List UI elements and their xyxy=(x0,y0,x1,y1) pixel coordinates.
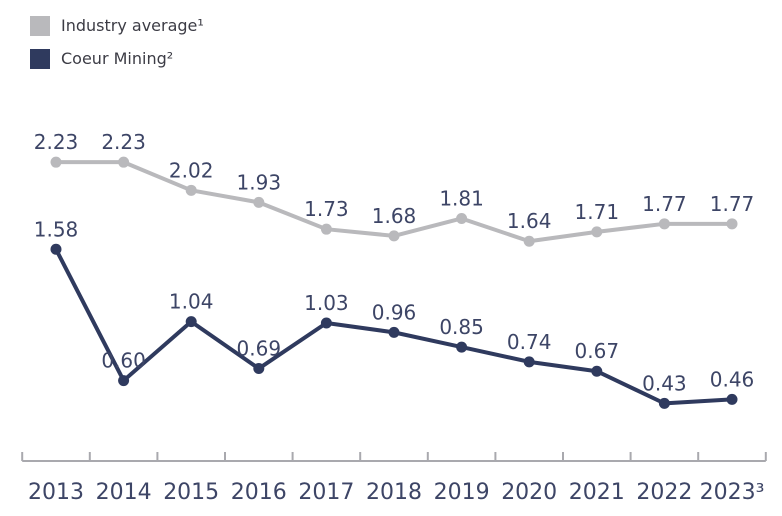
industry-average-value-label: 1.93 xyxy=(237,170,282,194)
coeur-mining-value-label: 0.96 xyxy=(372,300,417,324)
x-axis-label-4: 2017 xyxy=(298,480,354,505)
x-axis-label-5: 2018 xyxy=(366,480,422,505)
coeur-mining-value-label: 0.67 xyxy=(575,339,620,363)
coeur-mining-value-label: 1.03 xyxy=(304,291,349,315)
industry-average-value-label: 1.77 xyxy=(642,192,687,216)
legend: Industry average¹ Coeur Mining² xyxy=(30,16,204,69)
industry-average-legend-label: Industry average¹ xyxy=(61,16,204,35)
coeur-mining-swatch xyxy=(30,49,50,69)
x-axis-label-0: 2013 xyxy=(28,480,84,505)
x-axis-label-2: 2015 xyxy=(163,480,219,505)
industry-average-point xyxy=(388,230,400,242)
industry-average-value-label: 1.77 xyxy=(710,192,755,216)
x-axis-label-1: 2014 xyxy=(96,480,152,505)
coeur-mining-value-label: 0.74 xyxy=(507,330,552,354)
coeur-mining-point xyxy=(50,243,62,255)
coeur-mining-point xyxy=(388,326,400,338)
coeur-mining-point xyxy=(523,356,535,368)
coeur-mining-value-label: 1.04 xyxy=(169,290,214,314)
legend-item-coeur-mining: Coeur Mining² xyxy=(30,49,204,69)
industry-average-value-label: 2.23 xyxy=(101,130,146,154)
x-axis-label-8: 2021 xyxy=(569,480,625,505)
coeur-mining-point xyxy=(591,365,603,377)
coeur-mining-line xyxy=(54,247,734,406)
industry-average-value-label: 1.64 xyxy=(507,209,552,233)
industry-average-point xyxy=(591,226,603,238)
industry-average-value-label: 1.73 xyxy=(304,197,349,221)
coeur-mining-point xyxy=(185,316,197,328)
x-axis-label-6: 2019 xyxy=(434,480,490,505)
coeur-mining-value-label: 1.58 xyxy=(34,217,79,241)
industry-average-line xyxy=(54,160,734,244)
industry-average-value-label: 1.68 xyxy=(372,204,417,228)
coeur-mining-value-label: 0.46 xyxy=(710,367,755,391)
coeur-mining-value-label: 0.85 xyxy=(439,315,484,339)
coeur-mining-point xyxy=(726,393,738,405)
coeur-mining-point xyxy=(320,317,332,329)
coeur-mining-point xyxy=(118,375,130,387)
coeur-mining-value-label: 0.43 xyxy=(642,371,687,395)
industry-average-point xyxy=(523,235,535,247)
industry-average-value-label: 2.23 xyxy=(34,130,79,154)
coeur-mining-legend-label: Coeur Mining² xyxy=(61,49,174,68)
x-axis-label-10: 2023³ xyxy=(700,480,765,505)
industry-average-value-label: 1.71 xyxy=(575,200,620,224)
industry-average-value-label: 2.02 xyxy=(169,158,214,182)
x-axis-label-3: 2016 xyxy=(231,480,287,505)
industry-average-value-label: 1.81 xyxy=(439,186,484,210)
industry-average-point xyxy=(118,156,130,168)
industry-average-point xyxy=(456,212,468,224)
x-axis-label-9: 2022 xyxy=(636,480,692,505)
coeur-mining-value-label: 0.69 xyxy=(237,337,282,361)
industry-average-swatch xyxy=(30,16,50,36)
industry-average-point xyxy=(320,223,332,235)
coeur-mining-point xyxy=(253,363,265,375)
industry-average-point xyxy=(253,196,265,208)
coeur-mining-point xyxy=(658,397,670,409)
industry-average-point xyxy=(726,218,738,230)
industry-average-point xyxy=(658,218,670,230)
coeur-mining-value-label: 0.60 xyxy=(101,349,146,373)
industry-average-point xyxy=(50,156,62,168)
industry-average-point xyxy=(185,184,197,196)
coeur-mining-point xyxy=(456,341,468,353)
x-axis-label-7: 2020 xyxy=(501,480,557,505)
legend-item-industry-average: Industry average¹ xyxy=(30,16,204,36)
